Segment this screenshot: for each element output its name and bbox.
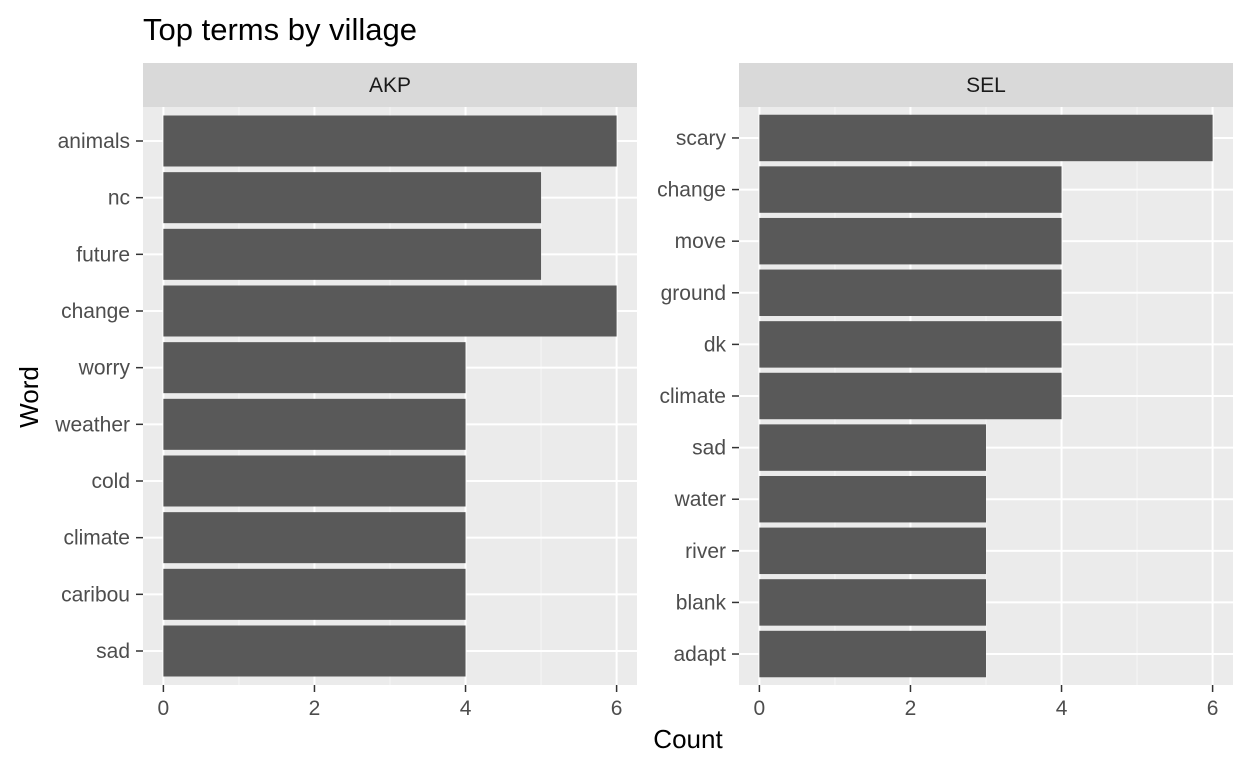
y-tick-label: change <box>657 179 726 202</box>
x-tick-label: 2 <box>905 697 917 720</box>
y-tick-label: weather <box>54 413 130 436</box>
x-tick-label: 0 <box>158 697 170 720</box>
bar-change <box>759 166 1062 213</box>
y-tick-label: future <box>76 243 130 266</box>
bar-sad <box>759 424 986 471</box>
y-tick-label: adapt <box>673 643 726 666</box>
facet-strip <box>143 63 637 107</box>
x-tick-label: 2 <box>309 697 321 720</box>
bar-climate <box>163 512 466 564</box>
facet-strip-label: SEL <box>966 74 1006 97</box>
facet-strip-label: AKP <box>369 74 411 97</box>
bar-worry <box>163 342 466 394</box>
y-tick-label: change <box>61 300 130 323</box>
y-tick-label: nc <box>108 187 130 210</box>
bar-change <box>163 285 617 337</box>
y-tick-label: animals <box>58 130 130 153</box>
x-axis-title: Count <box>653 724 723 754</box>
bar-river <box>759 527 986 575</box>
bar-cold <box>163 455 466 507</box>
facet-strip <box>739 63 1233 107</box>
y-tick-label: ground <box>661 282 726 305</box>
y-tick-label: cold <box>91 470 130 493</box>
chart-title: Top terms by village <box>143 12 417 47</box>
y-tick-label: caribou <box>61 583 130 606</box>
y-tick-label: worry <box>78 357 131 380</box>
bar-dk <box>759 321 1062 368</box>
bar-adapt <box>759 630 986 678</box>
y-tick-label: sad <box>692 437 726 460</box>
bar-move <box>759 217 1062 265</box>
facet-panel-akp: AKP animals nc future change worry weather cold… <box>54 63 637 720</box>
bar-blank <box>759 579 986 626</box>
facet-panel-sel: SEL scary change move ground dk climate sad wate… <box>657 63 1233 720</box>
bar-caribou <box>163 568 466 620</box>
bar-weather <box>163 398 466 450</box>
x-tick-label: 6 <box>1207 697 1219 720</box>
y-tick-label: sad <box>96 640 130 663</box>
x-tick-label: 4 <box>460 697 472 720</box>
bar-nc <box>163 172 542 224</box>
facet-panels: AKP animals nc future change worry weather cold… <box>54 63 1233 720</box>
bar-climate <box>759 372 1062 420</box>
x-tick-label: 0 <box>754 697 766 720</box>
bar-animals <box>163 115 617 167</box>
bar-water <box>759 475 986 523</box>
x-tick-label: 4 <box>1056 697 1068 720</box>
y-tick-label: scary <box>676 127 727 150</box>
y-tick-label: blank <box>676 591 727 614</box>
y-tick-label: water <box>674 488 726 511</box>
y-tick-label: climate <box>659 385 726 408</box>
y-tick-label: dk <box>704 333 727 356</box>
bar-sad <box>163 625 466 677</box>
x-tick-label: 6 <box>611 697 623 720</box>
y-tick-label: river <box>685 540 726 563</box>
y-tick-label: climate <box>63 527 130 550</box>
bar-future <box>163 228 542 280</box>
y-axis-title: Word <box>14 366 44 428</box>
y-tick-label: move <box>675 230 726 253</box>
bar-ground <box>759 269 1062 317</box>
bar-scary <box>759 114 1213 162</box>
